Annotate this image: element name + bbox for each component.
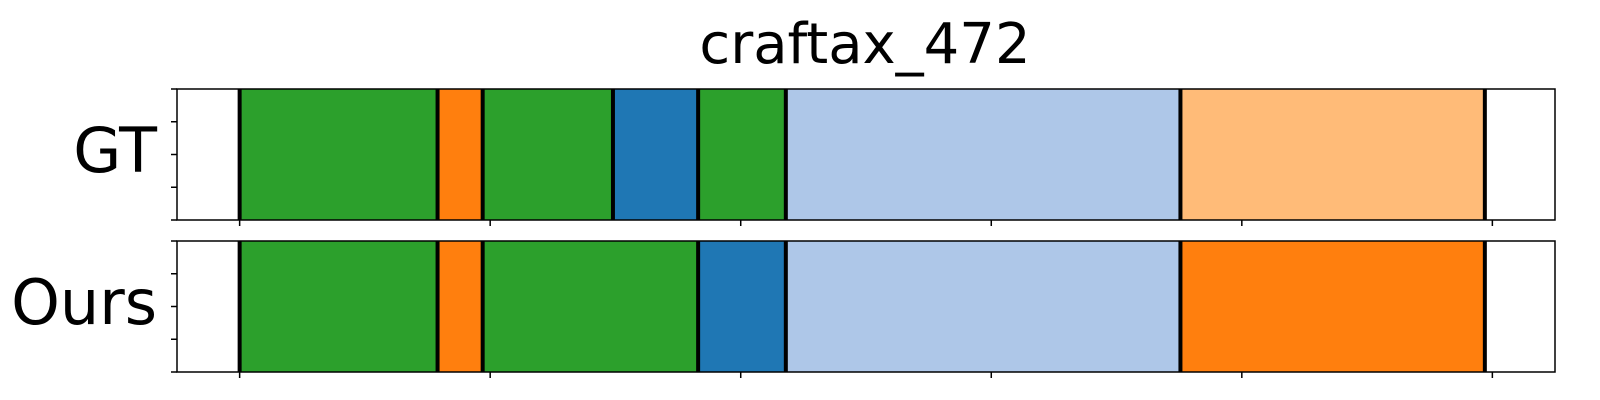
segment-ours-5 bbox=[785, 241, 1181, 372]
chart-title: craftax_472 bbox=[699, 12, 1030, 77]
segment-ours-4 bbox=[698, 241, 786, 372]
segment-gt-5 bbox=[698, 89, 786, 220]
row-label-gt: GT bbox=[73, 114, 158, 187]
rows-group: GT Ours bbox=[11, 88, 1556, 378]
segment-gt-3 bbox=[482, 89, 613, 220]
row-ours: Ours bbox=[11, 240, 1556, 378]
segment-ours-0 bbox=[177, 241, 240, 372]
segment-ours-6 bbox=[1180, 241, 1485, 372]
segment-gt-1 bbox=[239, 89, 438, 220]
segment-gt-2 bbox=[437, 89, 483, 220]
segment-gt-4 bbox=[612, 89, 699, 220]
segment-ours-3 bbox=[482, 241, 699, 372]
segment-ours-7 bbox=[1484, 241, 1555, 372]
segment-gt-8 bbox=[1484, 89, 1555, 220]
row-gt: GT bbox=[73, 88, 1556, 226]
segment-gt-7 bbox=[1180, 89, 1485, 220]
segment-ours-1 bbox=[239, 241, 438, 372]
segment-ours-2 bbox=[437, 241, 483, 372]
segment-gt-6 bbox=[785, 89, 1181, 220]
row-label-ours: Ours bbox=[11, 266, 157, 339]
segment-gt-0 bbox=[177, 89, 240, 220]
